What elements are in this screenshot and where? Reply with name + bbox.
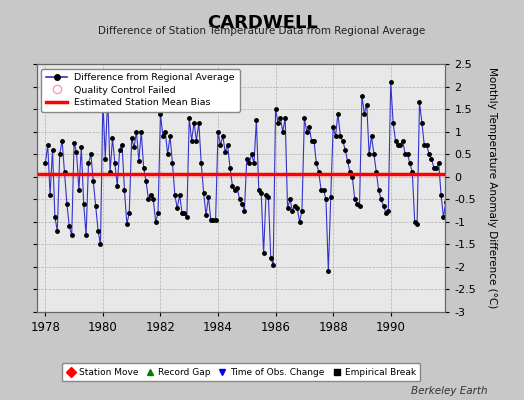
Y-axis label: Monthly Temperature Anomaly Difference (°C): Monthly Temperature Anomaly Difference (… [487,67,497,309]
Text: CARDWELL: CARDWELL [206,14,318,32]
Legend: Difference from Regional Average, Quality Control Failed, Estimated Station Mean: Difference from Regional Average, Qualit… [41,69,240,112]
Legend: Station Move, Record Gap, Time of Obs. Change, Empirical Break: Station Move, Record Gap, Time of Obs. C… [62,364,420,382]
Text: Difference of Station Temperature Data from Regional Average: Difference of Station Temperature Data f… [99,26,425,36]
Text: Berkeley Earth: Berkeley Earth [411,386,487,396]
